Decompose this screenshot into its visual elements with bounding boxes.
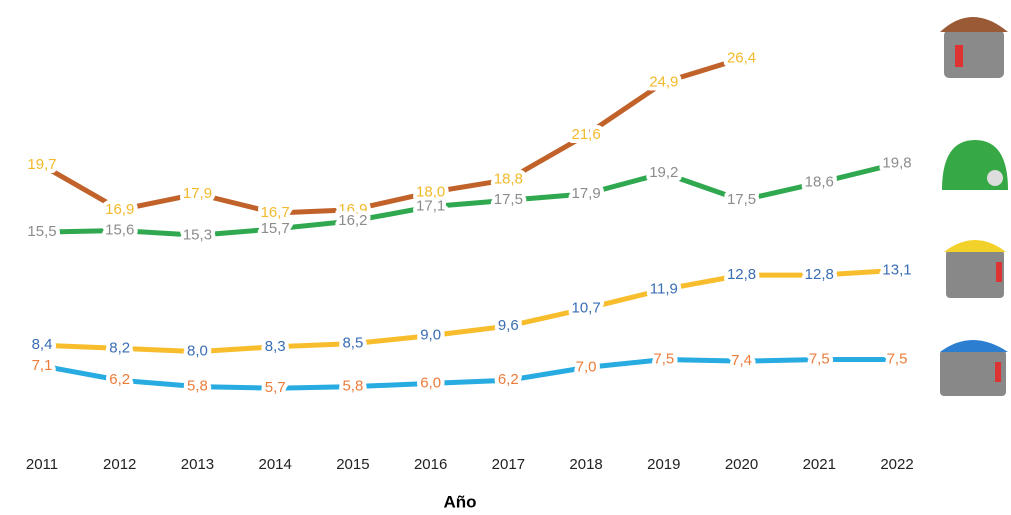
value-label: 13,1 [882, 261, 911, 278]
value-label: 17,9 [571, 185, 600, 202]
value-label: 17,5 [494, 191, 523, 208]
value-label: 18,6 [805, 174, 834, 191]
x-tick-label: 2019 [647, 456, 680, 473]
value-label: 24,9 [649, 73, 678, 90]
value-label: 17,5 [727, 191, 756, 208]
value-label: 18,8 [494, 171, 523, 188]
value-label: 6,0 [420, 374, 441, 391]
x-tick-label: 2014 [258, 456, 291, 473]
value-label: 7,4 [731, 352, 752, 369]
value-label: 7,5 [653, 351, 674, 368]
value-label: 5,8 [187, 378, 208, 395]
x-tick-label: 2018 [569, 456, 602, 473]
x-axis-title: Año [443, 492, 476, 511]
value-label: 19,7 [27, 156, 56, 173]
value-label: 10,7 [571, 300, 600, 317]
value-label: 6,2 [109, 371, 130, 388]
value-label: 17,9 [183, 185, 212, 202]
value-label: 8,5 [342, 335, 363, 352]
x-tick-label: 2020 [725, 456, 758, 473]
x-tick-label: 2017 [492, 456, 525, 473]
value-label: 19,8 [882, 155, 911, 172]
x-tick-label: 2012 [103, 456, 136, 473]
value-label: 12,8 [805, 266, 834, 283]
value-label: 9,6 [498, 317, 519, 334]
chart: Año 2011 2012 2013 2014 2015 2016 2017 2018 2019… [0, 0, 1011, 515]
value-label: 11,9 [650, 280, 678, 297]
value-label: 9,0 [420, 327, 441, 344]
x-tick-label: 2011 [26, 456, 58, 473]
series-line [42, 270, 897, 351]
value-label: 17,1 [416, 198, 445, 215]
value-label: 5,7 [265, 379, 286, 396]
value-label: 16,7 [261, 204, 290, 221]
value-label: 21,6 [571, 126, 600, 143]
value-label: 15,7 [261, 220, 290, 237]
value-label: 15,5 [27, 223, 56, 240]
value-label: 16,2 [338, 212, 367, 229]
value-label: 7,5 [887, 351, 908, 368]
value-label: 16,9 [105, 201, 134, 218]
value-label: 8,2 [109, 339, 130, 356]
series-line [42, 360, 897, 389]
value-label: 15,6 [105, 221, 134, 238]
series-line [42, 58, 742, 213]
value-label: 19,2 [649, 164, 678, 181]
value-label: 15,3 [183, 226, 212, 243]
x-tick-label: 2013 [181, 456, 214, 473]
container-icons [940, 17, 1008, 396]
value-label: 8,0 [187, 343, 208, 360]
value-label: 8,4 [32, 336, 53, 353]
value-label: 12,8 [727, 266, 756, 283]
value-label: 7,5 [809, 351, 830, 368]
value-label: 26,4 [727, 49, 756, 66]
x-tick-label: 2022 [880, 456, 913, 473]
value-label: 7,0 [576, 358, 597, 375]
x-tick-label: 2015 [336, 456, 369, 473]
value-label: 5,8 [342, 378, 363, 395]
value-label: 7,1 [32, 357, 53, 374]
x-tick-label: 2016 [414, 456, 447, 473]
x-tick-label: 2021 [803, 456, 836, 473]
value-label: 8,3 [265, 338, 286, 355]
value-label: 6,2 [498, 371, 519, 388]
